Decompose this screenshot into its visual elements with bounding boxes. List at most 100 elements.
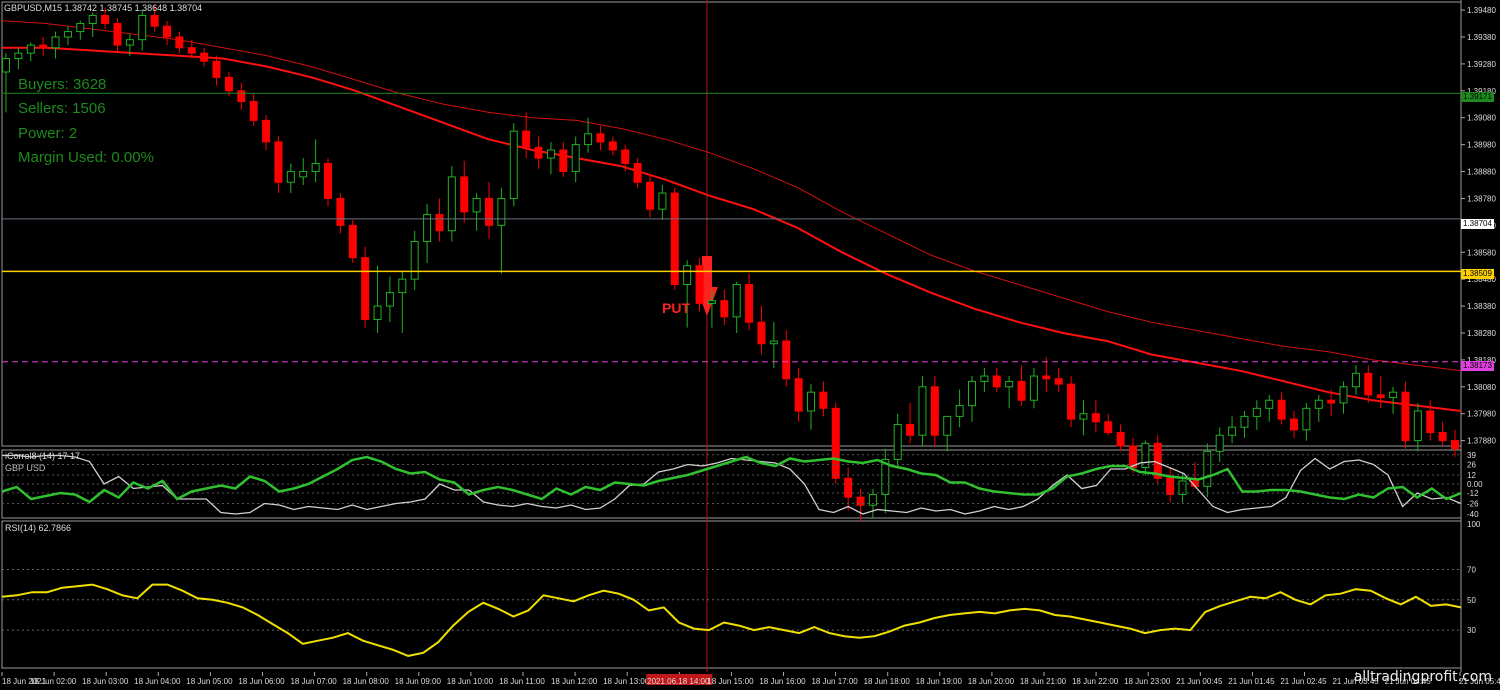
price-tick-label: 1.38380 xyxy=(1467,302,1496,311)
candle xyxy=(435,198,444,242)
candle-body xyxy=(336,197,345,226)
candle xyxy=(497,187,506,274)
candle xyxy=(187,39,196,59)
time-tick-label: 18 Jun 15:00 xyxy=(707,677,754,686)
candle-body xyxy=(385,292,394,307)
candle xyxy=(943,415,952,452)
time-tick-label: 21 Jun 04:45 xyxy=(1385,677,1432,686)
candle xyxy=(856,489,865,522)
candle xyxy=(1141,440,1150,476)
time-tick-label: 18 Jun 05:00 xyxy=(186,677,233,686)
candle xyxy=(819,381,828,417)
candle xyxy=(584,117,593,153)
candle-body xyxy=(1228,426,1237,436)
candle-body xyxy=(163,25,171,38)
candle-body xyxy=(769,340,778,345)
price-tag-magenta: 1.38173 xyxy=(1461,361,1494,371)
time-tick-label: 21 Jun 00:45 xyxy=(1176,677,1223,686)
candle xyxy=(125,34,134,56)
time-tick-label: 21 Jun 05:45 xyxy=(1459,677,1500,686)
candle-body xyxy=(906,423,915,436)
candle-body xyxy=(76,23,85,33)
time-tick-label: 21 Jun 03:45 xyxy=(1332,677,1379,686)
candle xyxy=(1327,389,1336,417)
correlation-line-gbp xyxy=(1,455,1462,504)
candle-body xyxy=(1129,445,1137,469)
candle-body xyxy=(1252,407,1261,417)
candle xyxy=(472,193,481,231)
candle-body xyxy=(670,192,679,286)
candle xyxy=(918,376,927,446)
correlation-title: iCorrel8 (14) 17 17 xyxy=(5,451,81,461)
time-marker-highlight xyxy=(646,674,713,685)
candle-body xyxy=(546,149,555,159)
candle xyxy=(1067,376,1076,428)
candle-body xyxy=(534,146,543,159)
time-tick-label: 18 Jun 20:00 xyxy=(968,677,1015,686)
candle xyxy=(138,10,147,51)
candle-body xyxy=(14,52,23,60)
candle-body xyxy=(262,119,271,143)
candle xyxy=(336,193,345,234)
time-tick-label: 18 Jun 09:00 xyxy=(395,677,442,686)
candle xyxy=(1451,429,1459,457)
candle-body xyxy=(782,340,791,380)
time-tick-label: 18 Jun 23:00 xyxy=(1124,677,1171,686)
candle-body xyxy=(1401,391,1410,442)
candle xyxy=(262,115,271,150)
candle xyxy=(39,36,48,56)
candle xyxy=(646,174,654,218)
candle xyxy=(559,141,568,177)
candle xyxy=(237,82,246,110)
time-tick-label: 18 Jun 17:00 xyxy=(811,677,858,686)
candle-body xyxy=(918,386,927,436)
candle xyxy=(1203,443,1212,498)
candle xyxy=(831,402,840,484)
moving-average-slow xyxy=(1,20,1462,372)
candle-body xyxy=(980,375,989,382)
candle xyxy=(1104,413,1113,436)
candle xyxy=(509,123,518,207)
price-tick-label: 1.39080 xyxy=(1467,114,1496,123)
candle-body xyxy=(472,197,481,213)
time-tick-label: 21 Jun 01:45 xyxy=(1228,677,1275,686)
candle-body xyxy=(447,176,456,232)
candle-body xyxy=(361,257,370,321)
candle xyxy=(1339,381,1348,414)
candle-body xyxy=(621,149,630,164)
candle xyxy=(200,47,209,67)
candle-body xyxy=(311,162,320,173)
time-tick-label: 18 Jun 18:00 xyxy=(864,677,911,686)
candle xyxy=(893,413,902,468)
candle xyxy=(782,330,791,387)
time-tick-label: 18 Jun 13:00 xyxy=(603,677,650,686)
candle xyxy=(732,281,741,333)
candle-body xyxy=(1451,440,1459,450)
buyers-readout: Buyers: 3628 xyxy=(18,76,107,93)
candle-body xyxy=(63,31,72,38)
candle-body xyxy=(324,162,332,199)
candle xyxy=(1314,394,1323,422)
correlation-line-usd xyxy=(2,454,1462,515)
price-tick-label: 1.37980 xyxy=(1467,410,1496,419)
time-tick-label: 18 Jun 16:00 xyxy=(759,677,806,686)
candle-body xyxy=(1314,399,1323,409)
candle-body xyxy=(175,36,184,49)
candle xyxy=(534,136,543,169)
candle-body xyxy=(819,391,828,409)
candle-body xyxy=(968,380,976,407)
time-tick-label: 18 Jun 02:00 xyxy=(30,677,77,686)
correlation-tick-label: 39 xyxy=(1467,451,1476,460)
candle xyxy=(1116,424,1125,452)
candle xyxy=(385,276,394,323)
candle xyxy=(101,7,110,29)
price-tick-label: 1.37880 xyxy=(1467,437,1496,446)
candle-body xyxy=(26,44,35,54)
candle-body xyxy=(745,284,754,323)
rsi-tick-label: 70 xyxy=(1467,565,1476,574)
price-tick-label: 1.38580 xyxy=(1467,248,1496,257)
candle xyxy=(695,257,704,312)
candle xyxy=(224,71,233,97)
candle xyxy=(596,125,605,150)
